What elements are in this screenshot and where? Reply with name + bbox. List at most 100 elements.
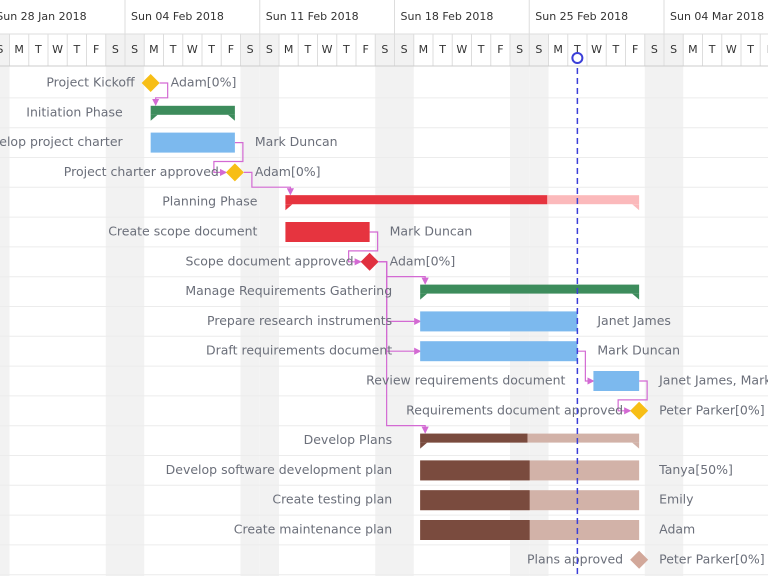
- resource-label: Mark Duncan: [390, 224, 473, 239]
- phase-end-right: [632, 204, 640, 211]
- dependency-link: [378, 261, 429, 434]
- weekend-column: [0, 34, 10, 576]
- day-letter: W: [52, 43, 63, 56]
- day-letter: W: [322, 43, 333, 56]
- task-name: Plans approved: [527, 551, 623, 566]
- day-letter: M: [14, 43, 24, 56]
- task-name: Review requirements document: [366, 373, 565, 388]
- day-letter: T: [304, 43, 312, 56]
- bar-progress: [420, 460, 530, 481]
- phase-end-right: [632, 293, 640, 300]
- task-name: Manage Requirements Gathering: [185, 283, 392, 298]
- weekend-column: [394, 34, 414, 576]
- day-letter: F: [767, 43, 768, 56]
- phase-end-left: [420, 293, 428, 300]
- day-letter: S: [670, 43, 677, 56]
- milestone: [630, 401, 649, 420]
- milestone: [225, 163, 244, 182]
- week-label: Sun 04 Mar 2018: [670, 10, 764, 23]
- day-letter: S: [651, 43, 658, 56]
- resource-label: Peter Parker[0%]: [659, 402, 764, 417]
- today-marker: [571, 52, 584, 64]
- resource-label: Adam: [659, 522, 695, 537]
- resource-label: Peter Parker[0%]: [659, 551, 764, 566]
- phase-end-right: [227, 114, 235, 121]
- task-name: Scope document approved: [185, 253, 353, 268]
- task-name: Create maintenance plan: [234, 522, 392, 537]
- task-name: Initiation Phase: [26, 104, 123, 119]
- day-letter: T: [746, 43, 754, 56]
- bar-remaining: [420, 433, 640, 443]
- day-letter: W: [187, 43, 198, 56]
- week-label: Sun 04 Feb 2018: [131, 10, 224, 23]
- day-letter: M: [284, 43, 294, 56]
- bar: [593, 371, 640, 391]
- day-letter: M: [149, 43, 159, 56]
- task-name: Develop software development plan: [166, 462, 393, 477]
- weekend-column: [664, 34, 684, 576]
- task-name: Prepare research instruments: [207, 313, 392, 328]
- day-letter: T: [73, 43, 81, 56]
- day-letter: T: [169, 43, 177, 56]
- dependency-link: [243, 171, 295, 196]
- day-letter: M: [419, 43, 429, 56]
- day-letter: F: [362, 43, 368, 56]
- bar: [150, 105, 235, 115]
- bar: [420, 284, 640, 294]
- task-name: Planning Phase: [162, 194, 257, 209]
- task-name: Develop project charter: [0, 134, 124, 149]
- resource-label: Tanya[50%]: [658, 462, 733, 477]
- day-letter: F: [497, 43, 503, 56]
- resource-label: Mark Duncan: [255, 134, 338, 149]
- day-letter: S: [0, 43, 3, 56]
- day-letter: T: [438, 43, 446, 56]
- day-letter: W: [726, 43, 737, 56]
- day-letter: T: [342, 43, 350, 56]
- day-letter: T: [612, 43, 620, 56]
- day-letter: F: [228, 43, 234, 56]
- weekend-column: [375, 34, 395, 576]
- bar-progress: [420, 490, 530, 511]
- header-bg: [0, 0, 768, 34]
- day-letter: S: [516, 43, 523, 56]
- day-letter: F: [632, 43, 638, 56]
- weekend-column: [644, 34, 664, 576]
- bar: [150, 132, 235, 153]
- day-letter: S: [247, 43, 254, 56]
- milestone: [141, 74, 160, 92]
- day-letter: S: [112, 43, 119, 56]
- task-name: Create testing plan: [272, 492, 392, 507]
- week-label: Sun 18 Feb 2018: [401, 10, 494, 23]
- weekend-column: [125, 34, 145, 576]
- day-letter: T: [708, 43, 716, 56]
- milestone: [360, 252, 379, 271]
- bar-progress: [285, 195, 548, 205]
- resource-label: Adam[0%]: [390, 253, 456, 268]
- phase-end-right: [632, 442, 640, 449]
- day-letter: T: [573, 43, 581, 56]
- task-name: Create scope document: [108, 224, 257, 239]
- dependency-link: [348, 231, 379, 266]
- task-name: Project charter approved: [64, 164, 219, 179]
- week-label: Sun 25 Feb 2018: [535, 10, 628, 23]
- resource-label: Adam[0%]: [255, 164, 321, 179]
- day-letter: S: [401, 43, 408, 56]
- bar: [285, 222, 370, 242]
- day-letter: S: [535, 43, 542, 56]
- day-letter: M: [688, 43, 698, 56]
- day-letter: W: [456, 43, 467, 56]
- weekend-column: [240, 34, 260, 576]
- task-name: Draft requirements document: [206, 343, 392, 358]
- day-letter: T: [34, 43, 42, 56]
- day-letter: T: [477, 43, 485, 56]
- dependency-link: [152, 82, 169, 106]
- bar: [420, 311, 578, 332]
- week-label: Sun 11 Feb 2018: [266, 10, 359, 23]
- weekend-column: [259, 34, 279, 576]
- bar: [420, 341, 578, 362]
- dependency-link: [617, 380, 648, 415]
- resource-label: Janet James, Mark Duncan: [658, 373, 768, 388]
- day-letter: S: [131, 43, 138, 56]
